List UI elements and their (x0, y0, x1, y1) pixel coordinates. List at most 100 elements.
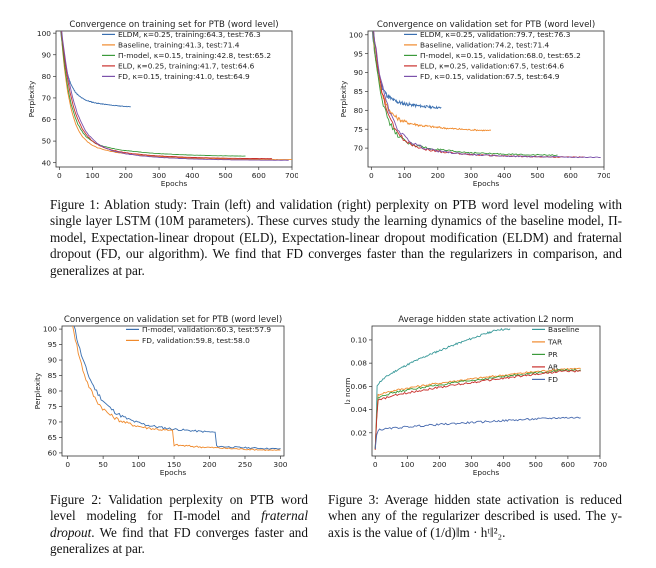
figure-2-caption-text-a: Figure 2: Validation perplexity on PTB w… (50, 492, 308, 524)
figure-2-caption-text-b: . We find that FD converges faster and g… (50, 524, 308, 557)
x-tick-label: 300 (152, 171, 166, 180)
legend: ELDM, κ=0.25, training:64.3, test:76.3 Ba… (102, 30, 271, 81)
chart-title: Average hidden state activation L2 norm (398, 315, 573, 325)
x-axis-label: Epochs (473, 179, 500, 188)
x-tick-label: 400 (497, 460, 511, 469)
x-tick-label: 100 (398, 171, 412, 180)
figure-2-caption: Figure 2: Validation perplexity on PTB w… (50, 492, 308, 558)
y-tick-label: 50 (42, 137, 52, 146)
y-tick-label: 60 (48, 449, 58, 458)
series-line (374, 368, 581, 449)
figure-3-caption-text-a: Figure 3: Average hidden state activatio… (328, 492, 622, 540)
series-line (374, 327, 511, 449)
x-tick-label: 600 (252, 171, 266, 180)
figure-2-caption-emphasis: fraternal dropout (50, 508, 308, 540)
y-tick-label: 80 (354, 106, 364, 115)
y-tick-label: 100 (37, 29, 51, 38)
activation-norm-plot: Average hidden state activation L2 norm 0… (343, 315, 607, 477)
y-axis-label: Perplexity (27, 80, 36, 117)
legend-entry: FD (548, 375, 558, 384)
x-tick-label: 300 (464, 171, 478, 180)
legend: ELDM, κ=0.25, validation:79.7, test:76.3… (404, 30, 581, 81)
legend-entry: Π-model, κ=0.15, validation:68.0, test:6… (420, 51, 581, 60)
chart-title: Convergence on validation set for PTB (w… (64, 315, 282, 325)
x-tick-label: 200 (202, 460, 216, 469)
legend-entry: ELDM, κ=0.25, training:64.3, test:76.3 (118, 30, 261, 39)
x-tick-label: 100 (132, 460, 146, 469)
y-tick-label: 0.08 (351, 359, 368, 368)
x-tick-label: 600 (564, 171, 578, 180)
y-tick-label: 0.02 (351, 428, 367, 437)
x-tick-label: 500 (218, 171, 232, 180)
y-tick-label: 60 (42, 115, 52, 124)
y-tick-label: 70 (354, 144, 364, 153)
training-perplexity-plot: Convergence on training set for PTB (wor… (27, 20, 298, 188)
legend: Π-model, validation:60.3, test:57.9 FD, v… (126, 325, 271, 345)
x-axis-label: Epochs (160, 468, 187, 477)
legend-entry: FD, κ=0.15, training:41.0, test:64.9 (118, 72, 250, 81)
x-tick-label: 200 (432, 460, 446, 469)
x-tick-label: 100 (400, 460, 414, 469)
y-tick-label: 90 (48, 356, 58, 365)
legend-entry: FD, κ=0.15, validation:67.5, test:64.9 (420, 72, 560, 81)
y-tick-label: 0.06 (351, 382, 368, 391)
x-tick-label: 600 (561, 460, 575, 469)
figure-3-caption-text-b: . (502, 524, 506, 540)
series-line (61, 31, 289, 161)
x-tick-label: 0 (373, 460, 378, 469)
y-tick-label: 80 (48, 387, 58, 396)
legend-entry: PR (548, 350, 558, 359)
y-tick-label: 0.10 (351, 336, 368, 345)
x-tick-label: 200 (431, 171, 445, 180)
x-tick-label: 400 (185, 171, 199, 180)
figure-1-caption-text: Figure 1: Ablation study: Train (left) a… (50, 197, 622, 278)
plot-frame (371, 325, 601, 457)
x-tick-label: 0 (57, 171, 62, 180)
series-line (73, 326, 281, 450)
figure-3-caption: Figure 3: Average hidden state activatio… (328, 492, 622, 541)
plot-frame (367, 30, 605, 168)
y-tick-label: 100 (43, 325, 57, 334)
series-line (374, 416, 581, 449)
series-line (72, 326, 281, 452)
x-tick-label: 700 (593, 460, 607, 469)
figure-1-caption: Figure 1: Ablation study: Train (left) a… (50, 197, 622, 279)
series-line (60, 31, 292, 161)
legend-entry: Baseline, validation:74.2, test:71.4 (420, 41, 550, 50)
x-tick-label: 500 (529, 460, 543, 469)
y-tick-label: 90 (354, 68, 364, 77)
figure-3-caption-math: (1/d)‖m · hᵗ‖²₂ (430, 524, 503, 540)
legend-entry: FD, validation:59.8, test:58.0 (142, 336, 250, 345)
validation-perplexity-plot: Convergence on validation set for PTB (w… (339, 20, 610, 188)
legend-entry: Baseline, training:41.3, test:71.4 (118, 41, 240, 50)
series-line (60, 31, 131, 108)
x-tick-label: 0 (65, 460, 70, 469)
x-tick-label: 50 (98, 460, 108, 469)
y-tick-label: 40 (42, 158, 52, 167)
y-tick-label: 90 (42, 50, 52, 59)
legend-entry: ELDM, κ=0.25, validation:79.7, test:76.3 (420, 30, 571, 39)
y-tick-label: 80 (42, 72, 52, 81)
x-tick-label: 100 (86, 171, 100, 180)
validation-perplexity-plot-2: Convergence on validation set for PTB (w… (33, 315, 288, 477)
y-tick-label: 75 (354, 125, 364, 134)
y-axis-label: Perplexity (33, 372, 42, 409)
x-tick-label: 500 (530, 171, 544, 180)
legend-entry: ELD, κ=0.25, training:41.7, test:64.6 (118, 62, 255, 71)
legend: Baseline TAR PR AR FD (532, 325, 580, 384)
chart-validation-perplexity: Convergence on validation set for PTB (w… (338, 15, 610, 193)
legend-entry: AR (548, 363, 558, 372)
chart-activation-norm: Average hidden state activation L2 norm 0… (336, 312, 614, 482)
legend-entry: TAR (547, 338, 562, 347)
y-tick-label: 95 (48, 340, 58, 349)
legend-entry: ELD, κ=0.25, validation:67.5, test:64.6 (420, 62, 564, 71)
legend-entry: Π-model, κ=0.15, training:42.8, test:65.… (118, 51, 271, 60)
x-tick-label: 200 (119, 171, 133, 180)
y-tick-label: 70 (42, 94, 52, 103)
x-tick-label: 700 (285, 171, 298, 180)
y-tick-label: 65 (48, 433, 58, 442)
series-line (374, 369, 581, 450)
y-tick-label: 70 (48, 418, 58, 427)
y-axis-label: Perplexity (339, 80, 348, 117)
legend-entry: Baseline (548, 325, 580, 334)
